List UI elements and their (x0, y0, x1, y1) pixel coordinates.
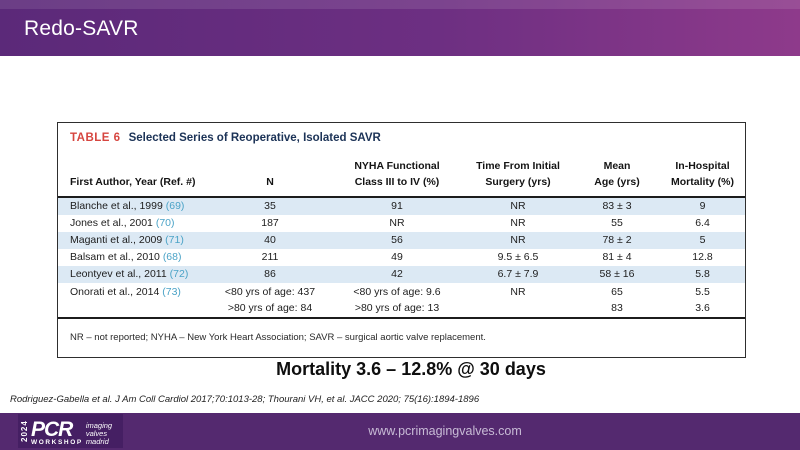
footer-website: www.pcrimagingvalves.com (368, 424, 522, 438)
cell-author: Maganti et al., 2009 (71) (58, 233, 208, 249)
cell-n: 40 (264, 233, 276, 246)
table-row: Jones et al., 2001 (70) 187 NR NR 55 6.4 (58, 215, 745, 232)
cell-time: NR (510, 216, 526, 229)
logo-year: 2024 (20, 420, 29, 442)
logo-tagline: imaging valves madrid (85, 421, 113, 446)
logo-main: PCR WORKSHOP (31, 416, 83, 446)
cell-mortality: 5.8 (695, 267, 710, 280)
cell-nyha: 56 (391, 233, 403, 246)
cell-time: 6.7 ± 7.9 (497, 267, 539, 280)
cell-mortality: 5.5 3.6 (695, 286, 710, 314)
table-footnote: NR – not reported; NYHA – New York Heart… (58, 317, 745, 357)
cell-mortality: 9 (699, 199, 706, 212)
cell-n: 35 (264, 199, 276, 212)
table-header-row: First Author, Year (Ref. #) N NYHA Funct… (58, 151, 745, 198)
cell-nyha: 42 (391, 267, 403, 280)
cell-author: Onorati et al., 2014 (73) (58, 285, 208, 301)
cell-nyha: 49 (391, 250, 403, 263)
author-text: Blanche et al., 1999 (70, 199, 163, 212)
cell-mortality: 6.4 (695, 216, 710, 229)
logo-workshop-label: WORKSHOP (31, 439, 83, 446)
footer-bar: www.pcrimagingvalves.com 2024 PCR WORKSH… (0, 413, 800, 450)
cell-time: NR (510, 233, 526, 246)
table-row: Leontyev et al., 2011 (72) 86 42 6.7 ± 7… (58, 266, 745, 283)
cell-age: 78 ± 2 (602, 233, 632, 246)
citation-text: Rodriguez-Gabella et al. J Am Coll Cardi… (10, 394, 480, 405)
cell-nyha: 91 (391, 199, 403, 212)
cell-age: 81 ± 4 (602, 250, 632, 263)
cell-age: 83 ± 3 (602, 199, 632, 212)
ref-number: (69) (165, 199, 185, 212)
table-title-text: Selected Series of Reoperative, Isolated… (128, 132, 381, 144)
ref-number: (68) (162, 250, 182, 263)
table-card: TABLE 6 Selected Series of Reoperative, I… (57, 122, 746, 358)
mortality-headline: Mortality 3.6 – 12.8% @ 30 days (276, 359, 546, 379)
cell-mortality: 12.8 (692, 250, 713, 263)
cell-n: 86 (264, 267, 276, 280)
ref-number: (73) (162, 286, 181, 298)
logo-brand: PCR (31, 418, 73, 441)
cell-nyha: <80 yrs of age: 9.6 >80 yrs of age: 13 (353, 286, 441, 314)
column-header-nyha: NYHA Functional Class III to IV (%) (354, 160, 440, 188)
column-header-mortality: In-Hospital Mortality (%) (671, 160, 734, 188)
cell-mortality: 5 (699, 233, 706, 246)
ref-number: (72) (169, 267, 189, 280)
cell-age: 65 83 (611, 286, 623, 314)
cell-n: 211 (261, 250, 279, 263)
cell-time: NR (510, 286, 526, 298)
author-text: Leontyev et al., 2011 (70, 267, 167, 280)
author-text: Onorati et al., 2014 (70, 286, 160, 298)
column-header-author: First Author, Year (Ref. #) (70, 175, 196, 188)
cell-author: Blanche et al., 1999 (69) (58, 199, 208, 215)
author-text: Balsam et al., 2010 (70, 250, 160, 263)
table-row: Onorati et al., 2014 (73) <80 yrs of age… (58, 283, 745, 317)
table-label: TABLE 6 (70, 132, 121, 144)
cell-author: Balsam et al., 2010 (68) (58, 250, 208, 266)
cell-n: <80 yrs of age: 437 >80 yrs of age: 84 (224, 286, 316, 314)
ref-number: (71) (165, 233, 184, 246)
column-header-time: Time From Initial Surgery (yrs) (476, 160, 560, 188)
cell-time: 9.5 ± 6.5 (497, 250, 539, 263)
cell-author: Leontyev et al., 2011 (72) (58, 267, 208, 283)
table-row: Blanche et al., 1999 (69) 35 91 NR 83 ± … (58, 198, 745, 215)
slide-header-bar: Redo-SAVR (0, 0, 800, 56)
slide-title: Redo-SAVR (24, 17, 139, 40)
cell-time: NR (510, 199, 526, 212)
author-text: Jones et al., 2001 (70, 216, 153, 229)
column-header-age: Mean Age (yrs) (594, 160, 640, 188)
ref-number: (70) (155, 216, 175, 229)
table-caption: TABLE 6 Selected Series of Reoperative, I… (58, 123, 745, 151)
author-text: Maganti et al., 2009 (70, 233, 163, 246)
cell-author: Jones et al., 2001 (70) (58, 216, 208, 232)
cell-age: 55 (611, 216, 623, 229)
pcr-workshop-logo: 2024 PCR WORKSHOP imaging valves madrid (18, 414, 123, 448)
table-row: Balsam et al., 2010 (68) 211 49 9.5 ± 6.… (58, 249, 745, 266)
cell-n: 187 (261, 216, 279, 229)
column-header-n: N (266, 175, 274, 188)
cell-age: 58 ± 16 (599, 267, 635, 280)
cell-nyha: NR (389, 216, 405, 229)
table-row: Maganti et al., 2009 (71) 40 56 NR 78 ± … (58, 232, 745, 249)
